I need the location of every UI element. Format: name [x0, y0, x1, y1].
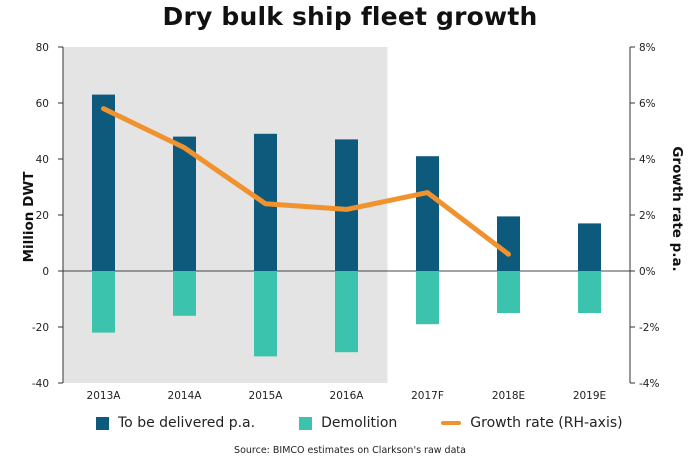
- bar-delivered: [497, 216, 520, 271]
- bar-demolition: [335, 271, 358, 353]
- bar-delivered: [416, 156, 439, 271]
- bar-demolition: [173, 271, 196, 316]
- bar-demolition: [254, 271, 277, 357]
- historic-shade: [63, 47, 388, 383]
- growth-line: [101, 106, 511, 257]
- bar-delivered: [578, 223, 601, 271]
- y-tick-label-left: 20: [36, 210, 49, 222]
- bar-demolition: [497, 271, 520, 313]
- chart-title: Dry bulk ship fleet growth: [162, 2, 538, 31]
- y-tick-label-right: 4%: [639, 154, 656, 166]
- legend-swatch-delivered: [96, 416, 109, 430]
- y-tick-label-left: 80: [36, 42, 49, 54]
- y-tick-label-left: 60: [36, 98, 49, 110]
- legend: To be delivered p.a. Demolition Growth r…: [96, 412, 667, 434]
- legend-label-demolition: Demolition: [321, 415, 398, 431]
- y-tick-label-right: 8%: [639, 42, 656, 54]
- legend-item-delivered: To be delivered p.a.: [96, 415, 255, 431]
- y-tick-label-right: 6%: [639, 98, 656, 110]
- x-tick-label: 2018E: [492, 390, 525, 402]
- bar-demolition: [578, 271, 601, 313]
- legend-label-growth: Growth rate (RH-axis): [470, 415, 623, 431]
- bar-delivered: [173, 136, 196, 271]
- y-tick-label-left: 0: [42, 266, 49, 278]
- x-tick-label: 2015A: [249, 390, 284, 402]
- y-tick-label-left: -20: [32, 322, 49, 334]
- y-tick-label-right: -2%: [639, 322, 659, 334]
- bar-delivered: [335, 139, 358, 271]
- source-note: Source: BIMCO estimates on Clarkson's ra…: [234, 445, 466, 456]
- x-tick-label: 2014A: [168, 390, 203, 402]
- y-tick-label-left: -40: [32, 378, 49, 390]
- y-tick-label-right: 2%: [639, 210, 656, 222]
- legend-item-growth: Growth rate (RH-axis): [441, 415, 623, 431]
- bar-demolition: [416, 271, 439, 325]
- x-tick-label: 2013A: [87, 390, 122, 402]
- y-axis-title-left: Million DWT: [21, 171, 37, 263]
- y-tick-label-right: 0%: [639, 266, 656, 278]
- y-tick-label-right: -4%: [639, 378, 659, 390]
- bar-demolition: [92, 271, 115, 333]
- y-tick-label-left: 40: [36, 154, 49, 166]
- bar-delivered: [92, 94, 115, 271]
- legend-item-demolition: Demolition: [299, 415, 397, 431]
- x-tick-label: 2016A: [330, 390, 365, 402]
- y-axis-title-right: Growth rate p.a.: [669, 146, 685, 271]
- legend-label-delivered: To be delivered p.a.: [118, 415, 256, 431]
- x-tick-label: 2017F: [411, 390, 444, 402]
- legend-swatch-demolition: [299, 416, 313, 430]
- x-tick-label: 2019E: [573, 390, 606, 402]
- legend-swatch-growth: [441, 421, 462, 425]
